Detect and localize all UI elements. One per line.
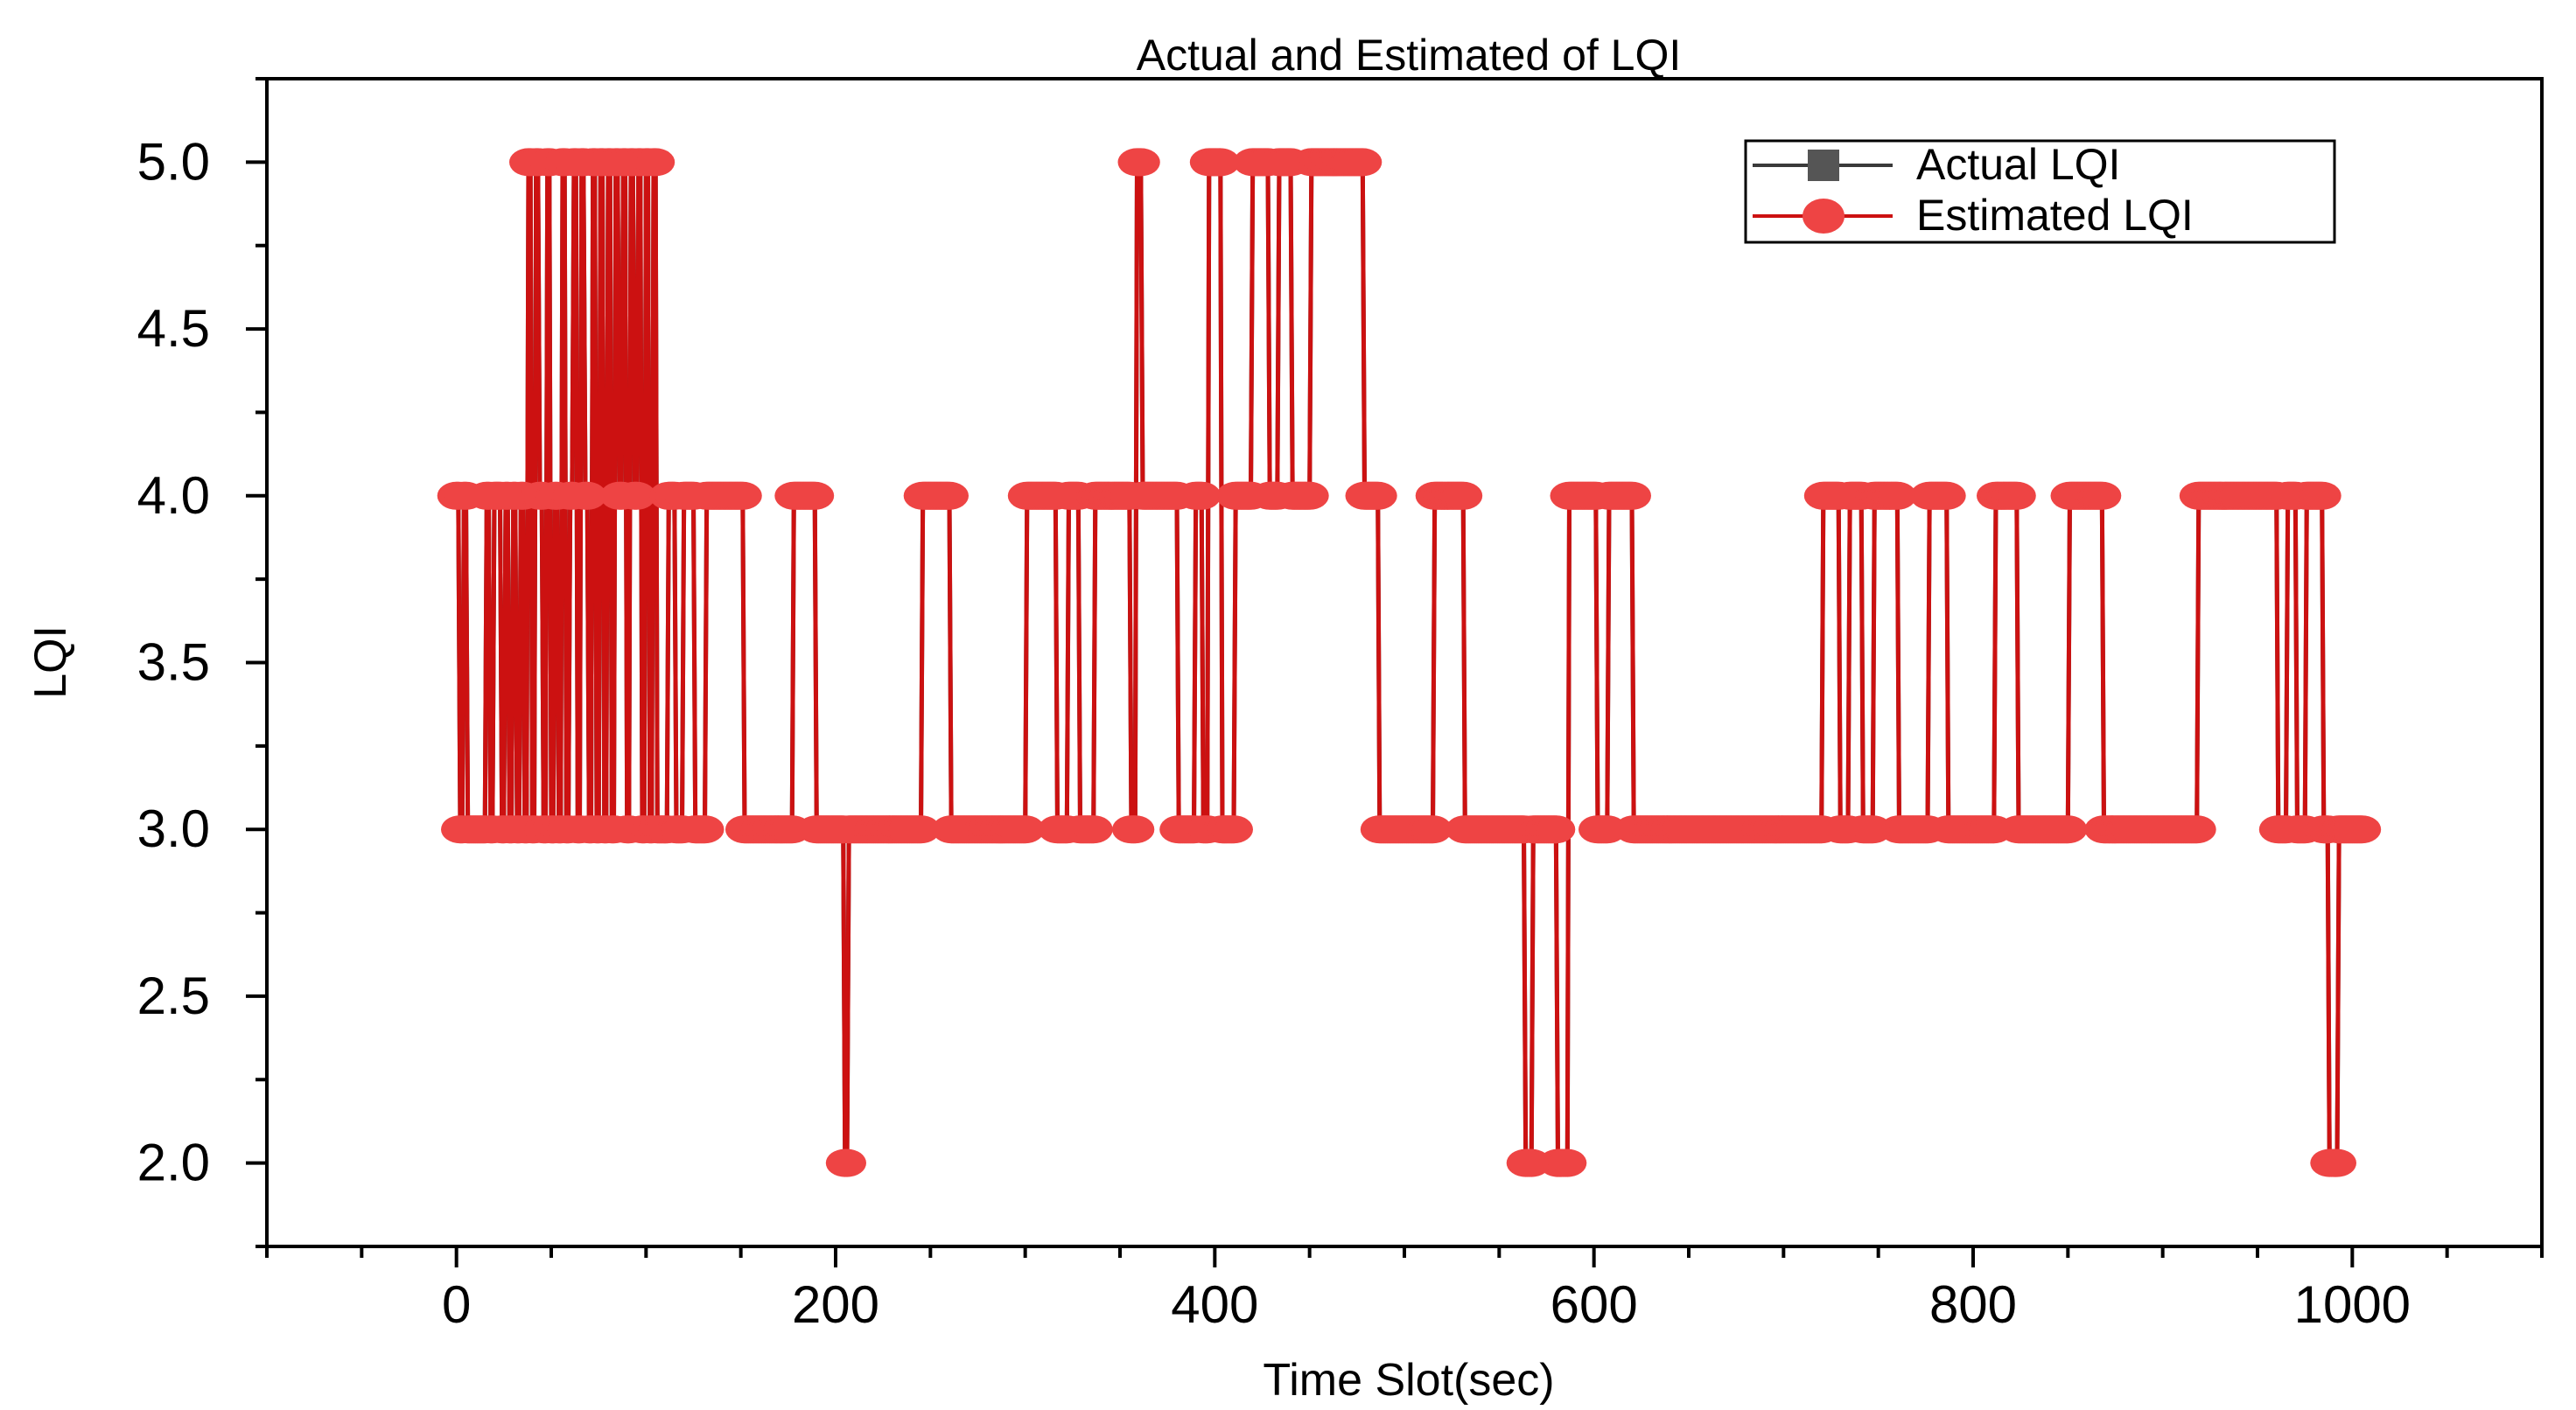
y-tick-label: 2.0 [137, 1134, 210, 1192]
estimated-lqi-point [1878, 481, 1917, 510]
estimated-lqi-point [2082, 481, 2122, 510]
estimated-lqi-point [617, 481, 656, 510]
estimated-lqi-point [636, 148, 676, 177]
y-tick-label: 4.5 [137, 299, 210, 358]
estimated-lqi-point [1536, 815, 1576, 844]
estimated-lqi-point [828, 1148, 866, 1177]
estimated-lqi-point [1074, 815, 1113, 844]
estimated-lqi-point [1200, 148, 1240, 177]
estimated-lqi-point [1116, 815, 1155, 844]
estimated-lqi-point [2302, 481, 2342, 510]
x-tick-label: 1000 [2294, 1275, 2411, 1334]
x-tick-label: 800 [1929, 1275, 2017, 1334]
estimated-lqi-line [456, 159, 2362, 1166]
x-axis: 0 200 400 600 800 1000 [265, 1246, 2544, 1334]
estimated-lqi-point [1613, 481, 1651, 510]
estimated-lqi-point [1927, 481, 1966, 510]
legend-actual-label: Actual LQI [1916, 140, 2120, 189]
legend-box [1744, 139, 2336, 244]
estimated-lqi-point [568, 481, 607, 510]
y-tick-label: 5.0 [137, 132, 210, 191]
estimated-lqi-point [1548, 1148, 1587, 1177]
plot-series [437, 148, 2382, 1177]
y-axis: 2.0 2.5 3.0 3.5 4.0 4.5 5.0 [137, 77, 267, 1248]
estimated-lqi-point [2342, 815, 2382, 844]
x-tick-label: 400 [1171, 1275, 1258, 1334]
estimated-lqi-point [1005, 815, 1045, 844]
estimated-lqi-point [1290, 481, 1329, 510]
chart-title: Actual and Estimated of LQI [1137, 31, 1682, 80]
legend-actual-marker [1808, 150, 1839, 181]
estimated-lqi-point [1121, 148, 1160, 177]
estimated-lqi-point [901, 815, 941, 844]
estimated-lqi-point [1853, 815, 1893, 844]
estimated-lqi-point [2318, 1148, 2356, 1177]
estimated-lqi-point [723, 481, 762, 510]
legend-estimated-label: Estimated LQI [1916, 191, 2194, 240]
estimated-lqi-point [930, 481, 969, 510]
legend: Actual LQI Estimated LQI [1744, 139, 2336, 244]
estimated-lqi-point [1343, 148, 1382, 177]
x-axis-label: Time Slot(sec) [1263, 1355, 1554, 1406]
x-tick-label: 600 [1550, 1275, 1638, 1334]
y-tick-label: 3.0 [137, 799, 210, 858]
estimated-lqi-point [1997, 481, 2036, 510]
y-tick-label: 2.5 [137, 967, 210, 1025]
estimated-lqi-point [795, 481, 835, 510]
estimated-lqi-point [1512, 1148, 1551, 1177]
estimated-lqi-markers [437, 148, 2382, 1177]
y-tick-label: 4.0 [137, 466, 210, 525]
estimated-lqi-point [1413, 815, 1452, 844]
y-axis-label: LQI [25, 625, 76, 699]
legend-estimated-marker [1802, 199, 1844, 234]
estimated-lqi-point [1182, 481, 1222, 510]
estimated-lqi-point [2177, 815, 2216, 844]
estimated-lqi-point [685, 815, 724, 844]
estimated-lqi-point [1214, 815, 1253, 844]
estimated-lqi-point [1358, 481, 1397, 510]
estimated-lqi-point [2048, 815, 2088, 844]
x-tick-label: 0 [442, 1275, 471, 1334]
x-tick-label: 200 [792, 1275, 879, 1334]
y-tick-label: 3.5 [137, 633, 210, 692]
estimated-lqi-point [1587, 815, 1627, 844]
estimated-lqi-point [1444, 481, 1483, 510]
